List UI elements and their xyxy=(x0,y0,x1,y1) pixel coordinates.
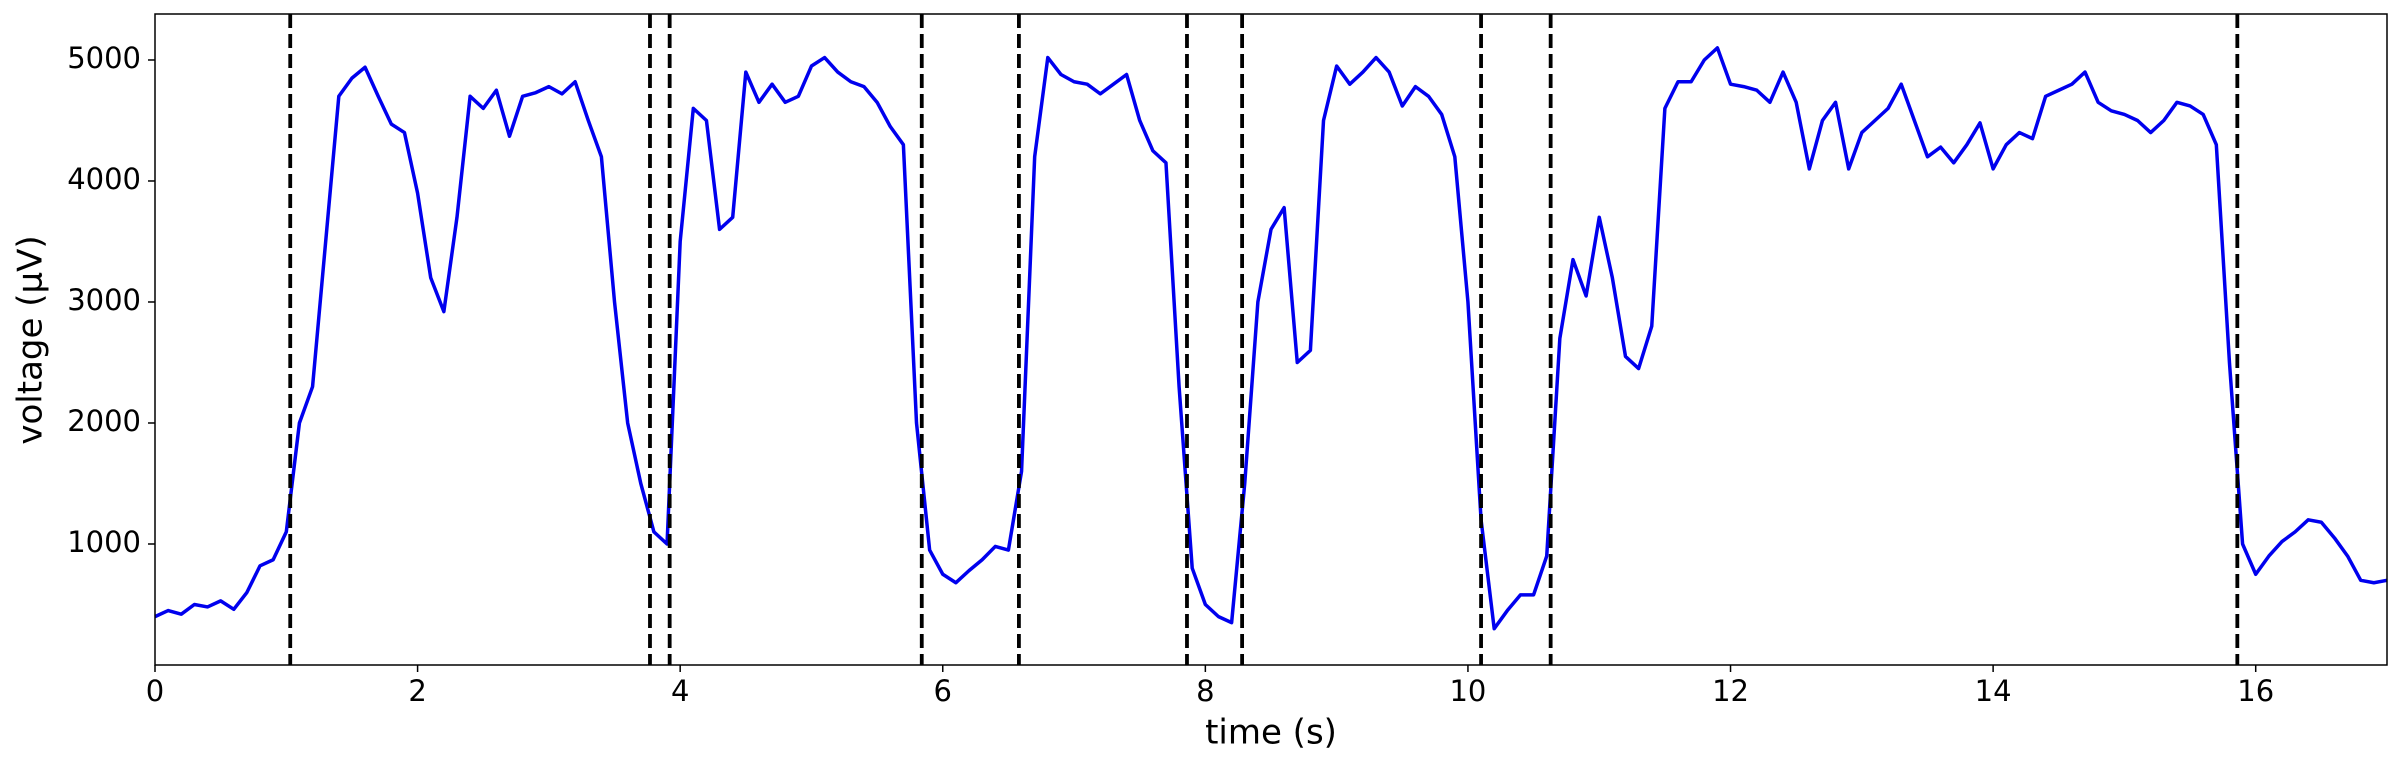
x-tick-label: 6 xyxy=(934,674,952,708)
y-tick-label: 4000 xyxy=(67,162,141,196)
x-tick-label: 8 xyxy=(1196,674,1214,708)
x-tick-label: 2 xyxy=(408,674,426,708)
x-tick-label: 10 xyxy=(1449,674,1486,708)
data-line xyxy=(154,46,2388,631)
y-tick-label: 5000 xyxy=(67,41,141,75)
x-axis-label: time (s) xyxy=(1205,713,1337,753)
y-axis-label: voltage (μV) xyxy=(11,235,51,444)
x-tick-label: 14 xyxy=(1975,674,2012,708)
x-tick-label: 4 xyxy=(671,674,689,708)
y-tick-label: 1000 xyxy=(67,525,141,559)
y-tick-label: 2000 xyxy=(67,404,141,438)
x-tick-label: 0 xyxy=(146,674,164,708)
y-tick-label: 3000 xyxy=(67,283,141,317)
plot-frame xyxy=(154,13,2388,666)
x-tick-label: 12 xyxy=(1712,674,1749,708)
x-tick-label: 16 xyxy=(2237,674,2274,708)
